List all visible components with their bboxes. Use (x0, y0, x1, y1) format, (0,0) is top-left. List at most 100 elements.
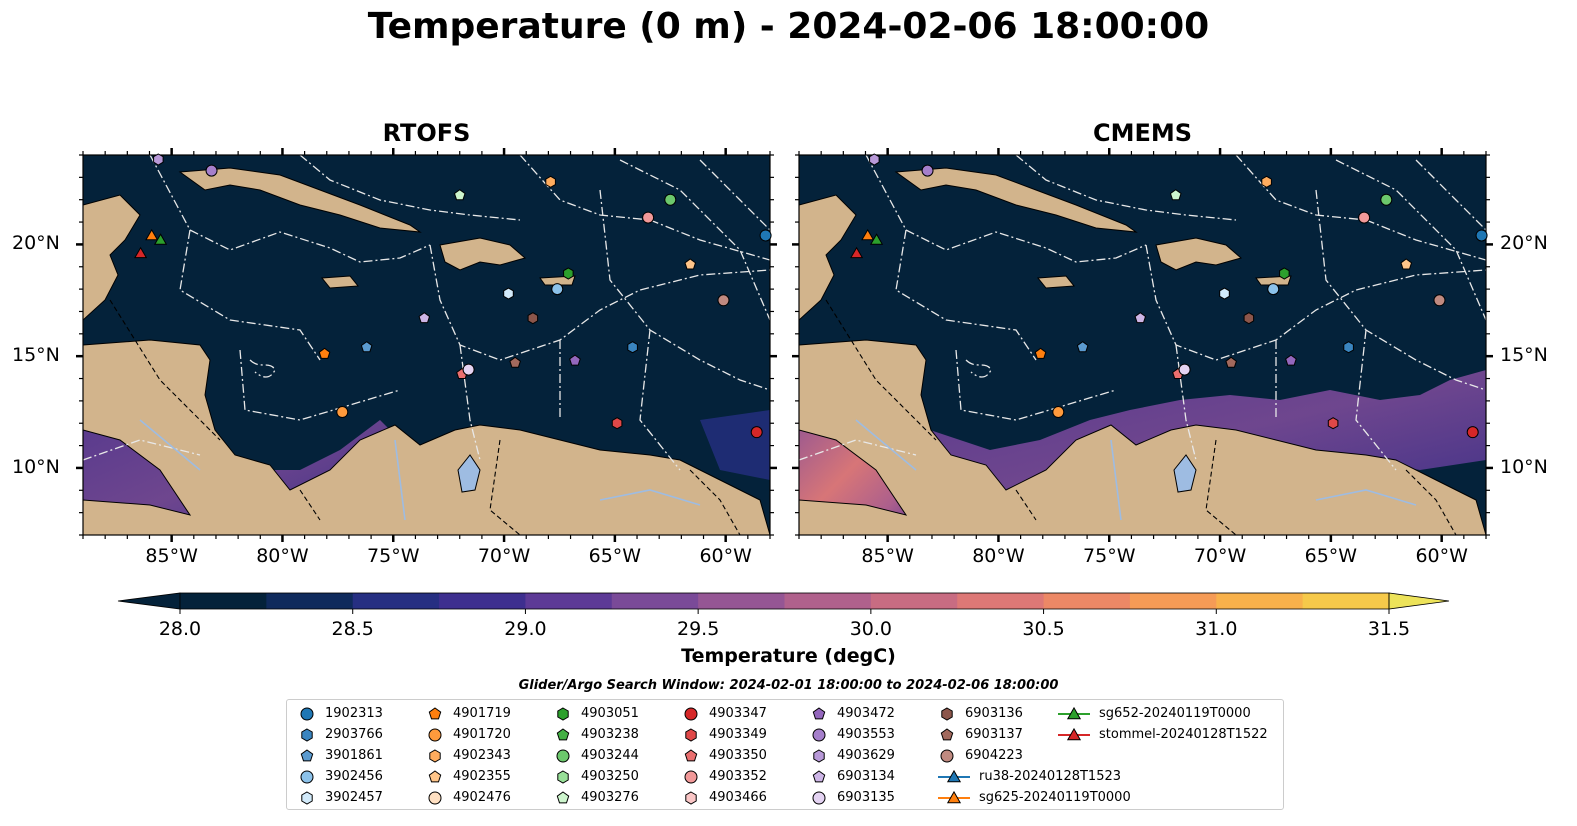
legend-label: 6903135 (837, 790, 895, 805)
colorbar-bin (180, 593, 267, 609)
colorbar-tick-label: 30.0 (849, 618, 892, 640)
borders (109, 299, 741, 535)
observation-marker (134, 246, 148, 259)
legend-marker (684, 770, 698, 783)
legend-label: 4901719 (453, 706, 511, 721)
legend-marker (301, 727, 313, 742)
legend-label: 4903629 (837, 748, 895, 763)
legend-label: 4903466 (709, 790, 767, 805)
legend-label: 6903134 (837, 769, 895, 784)
legend-label: 4901720 (453, 727, 511, 742)
observation-marker (360, 341, 373, 353)
observation-marker (750, 426, 763, 439)
legend-marker (557, 769, 569, 784)
observation-marker (1475, 229, 1488, 242)
legend-item: 4902476 (425, 787, 511, 808)
legend-label: 4902355 (453, 769, 511, 784)
legend-label: 4902476 (453, 790, 511, 805)
legend-item: 4903466 (681, 787, 767, 808)
lon-tick-label: 70°W (477, 545, 531, 567)
legend-marker-icon (812, 728, 826, 741)
legend-marker (940, 727, 954, 740)
legend-item: 6903137 (937, 724, 1023, 745)
observation-marker (336, 406, 349, 419)
observation-marker (1052, 406, 1065, 419)
lon-tick-label: 70°W (1193, 545, 1247, 567)
colorbar-bin (1216, 593, 1304, 609)
legend-marker-icon (684, 748, 698, 761)
eez-boundaries (83, 155, 770, 471)
legend-item: 4902355 (425, 766, 511, 787)
legend-title: Glider/Argo Search Window: 2024-02-01 18… (518, 678, 1059, 693)
lon-tick-label: 80°W (972, 545, 1025, 567)
observation-marker (1433, 294, 1446, 307)
legend-item: 4903472 (809, 703, 895, 724)
legend-marker (813, 748, 825, 763)
map-panel-rtofs (83, 155, 770, 535)
colorbar-bin (525, 593, 613, 609)
legend-label: 3902456 (325, 769, 383, 784)
observation-marker (153, 153, 164, 166)
legend-item: 6903136 (937, 703, 1023, 724)
lon-tick-label: 75°W (1083, 545, 1136, 567)
legend-marker-icon (938, 769, 970, 782)
lat-tick-label: 15°N (1500, 344, 1548, 367)
observation-marker (453, 189, 466, 201)
legend-item: 4903629 (809, 745, 895, 766)
legend-item: 4902343 (425, 745, 511, 766)
legend-label: sg625-20240119T0000 (979, 790, 1131, 805)
legend-label: 4903472 (837, 706, 895, 721)
legend-item: 1902313 (297, 703, 383, 724)
legend-marker (685, 727, 697, 742)
lon-tick-label: 85°W (145, 545, 198, 567)
legend-marker-icon (428, 728, 442, 741)
legend-item: 4903244 (553, 745, 639, 766)
legend-marker (941, 706, 953, 721)
colorbar-tick-label: 28.5 (331, 618, 374, 640)
borders (825, 299, 1457, 535)
colorbar-bin (352, 593, 440, 609)
legend-marker (684, 707, 698, 720)
eez-boundaries (799, 155, 1486, 471)
legend-label: 2903766 (325, 727, 383, 742)
legend-marker (556, 790, 570, 803)
rivers (139, 419, 701, 521)
legend-label: 6904223 (965, 748, 1023, 763)
legend-item: 4903347 (681, 703, 767, 724)
legend-label: ru38-20240128T1523 (979, 769, 1122, 784)
observation-marker (205, 164, 218, 177)
observation-marker (1219, 287, 1230, 300)
observation-marker (861, 228, 875, 241)
observation-marker (611, 417, 623, 430)
legend-marker (429, 748, 441, 763)
observation-marker (1358, 211, 1371, 224)
rivers (855, 419, 1417, 521)
legend-marker-icon (557, 769, 569, 784)
legend-marker-icon (428, 769, 442, 782)
legend-item: 4903238 (553, 724, 639, 745)
lat-tick-label: 20°N (12, 232, 60, 255)
legend-marker-icon (301, 727, 313, 742)
legend-marker-icon (556, 749, 570, 762)
legend-label: 4903250 (581, 769, 639, 784)
observation-marker (921, 164, 934, 177)
legend-marker (812, 728, 826, 741)
observation-marker (759, 229, 772, 242)
legend-item: 4903349 (681, 724, 767, 745)
observation-marker (1466, 426, 1479, 439)
legend-marker-icon (685, 790, 697, 805)
observation-marker (1267, 283, 1280, 296)
legend-marker (428, 769, 442, 782)
legend-marker-icon (938, 790, 970, 803)
observation-marker (850, 246, 864, 259)
legend-marker-icon (300, 707, 314, 720)
legend-label: 4903350 (709, 748, 767, 763)
legend-label: 1902313 (325, 706, 383, 721)
legend-item: 4903250 (553, 766, 639, 787)
colorbar-bin (1302, 593, 1390, 609)
legend-item: 4903350 (681, 745, 767, 766)
legend-item: 3901861 (297, 745, 383, 766)
colorbar-bin (611, 593, 699, 609)
observation-marker (1076, 341, 1089, 353)
map-panel-cmems (799, 155, 1486, 535)
